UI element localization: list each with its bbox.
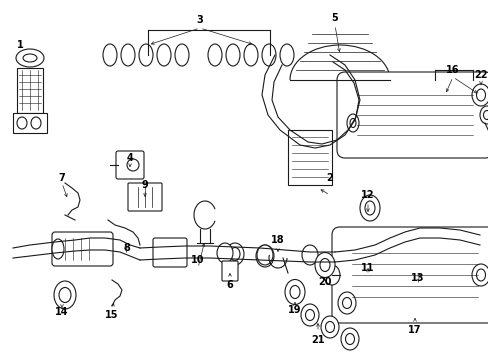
Ellipse shape (483, 111, 488, 120)
Ellipse shape (17, 117, 27, 129)
Ellipse shape (301, 304, 318, 326)
FancyBboxPatch shape (336, 72, 488, 158)
Text: 21: 21 (311, 335, 324, 345)
Text: 22: 22 (473, 70, 487, 80)
FancyBboxPatch shape (353, 238, 385, 266)
Ellipse shape (325, 321, 334, 333)
Ellipse shape (415, 255, 423, 266)
Ellipse shape (359, 195, 379, 221)
Ellipse shape (260, 249, 269, 262)
Ellipse shape (289, 285, 299, 298)
Ellipse shape (314, 252, 334, 278)
Bar (17, 68, 43, 113)
Ellipse shape (302, 245, 317, 265)
Text: 5: 5 (331, 13, 338, 23)
Ellipse shape (345, 333, 354, 345)
Ellipse shape (225, 243, 244, 265)
Ellipse shape (340, 328, 358, 350)
Ellipse shape (31, 117, 41, 129)
Text: 14: 14 (55, 307, 69, 317)
Text: 18: 18 (271, 235, 284, 245)
Text: 2: 2 (326, 173, 333, 183)
FancyBboxPatch shape (116, 151, 143, 179)
FancyBboxPatch shape (128, 183, 162, 211)
Ellipse shape (319, 258, 329, 271)
Bar (287, 130, 331, 185)
Text: 8: 8 (123, 243, 130, 253)
Text: 17: 17 (407, 325, 421, 335)
Ellipse shape (349, 118, 355, 127)
Text: 20: 20 (318, 277, 331, 287)
Ellipse shape (410, 249, 428, 271)
Ellipse shape (364, 201, 374, 215)
Text: 3: 3 (196, 15, 203, 25)
Ellipse shape (305, 310, 314, 320)
Text: 9: 9 (142, 180, 148, 190)
Text: 4: 4 (126, 153, 133, 163)
Circle shape (127, 159, 139, 171)
FancyBboxPatch shape (222, 261, 238, 281)
Ellipse shape (479, 106, 488, 124)
Text: 12: 12 (361, 190, 374, 200)
Ellipse shape (59, 288, 71, 302)
Ellipse shape (280, 44, 293, 66)
Ellipse shape (157, 44, 171, 66)
Ellipse shape (324, 265, 339, 285)
Ellipse shape (337, 292, 355, 314)
Text: 1: 1 (17, 40, 23, 50)
Ellipse shape (342, 297, 351, 309)
Ellipse shape (257, 245, 272, 265)
Text: 10: 10 (191, 255, 204, 265)
Ellipse shape (262, 44, 275, 66)
Ellipse shape (54, 281, 76, 309)
Bar (13, 113, 47, 133)
Text: 13: 13 (410, 273, 424, 283)
Ellipse shape (52, 239, 64, 259)
Ellipse shape (175, 44, 189, 66)
Ellipse shape (256, 245, 273, 267)
Ellipse shape (285, 279, 305, 305)
Ellipse shape (244, 44, 258, 66)
Ellipse shape (320, 316, 338, 338)
Ellipse shape (346, 114, 358, 132)
Ellipse shape (16, 49, 44, 67)
Text: 16: 16 (446, 65, 459, 75)
Ellipse shape (103, 44, 117, 66)
FancyBboxPatch shape (153, 238, 186, 267)
Ellipse shape (229, 248, 240, 261)
Text: 19: 19 (287, 305, 301, 315)
Ellipse shape (23, 54, 37, 62)
Text: 15: 15 (105, 310, 119, 320)
Ellipse shape (139, 44, 153, 66)
Ellipse shape (475, 89, 485, 101)
Ellipse shape (225, 44, 240, 66)
Text: 11: 11 (361, 263, 374, 273)
FancyBboxPatch shape (331, 227, 488, 323)
Text: 6: 6 (226, 280, 233, 290)
Text: 7: 7 (59, 173, 65, 183)
Ellipse shape (217, 243, 232, 263)
Ellipse shape (471, 264, 488, 286)
Ellipse shape (475, 269, 485, 281)
Ellipse shape (207, 44, 222, 66)
FancyBboxPatch shape (52, 232, 113, 266)
Ellipse shape (121, 44, 135, 66)
Ellipse shape (471, 84, 488, 106)
